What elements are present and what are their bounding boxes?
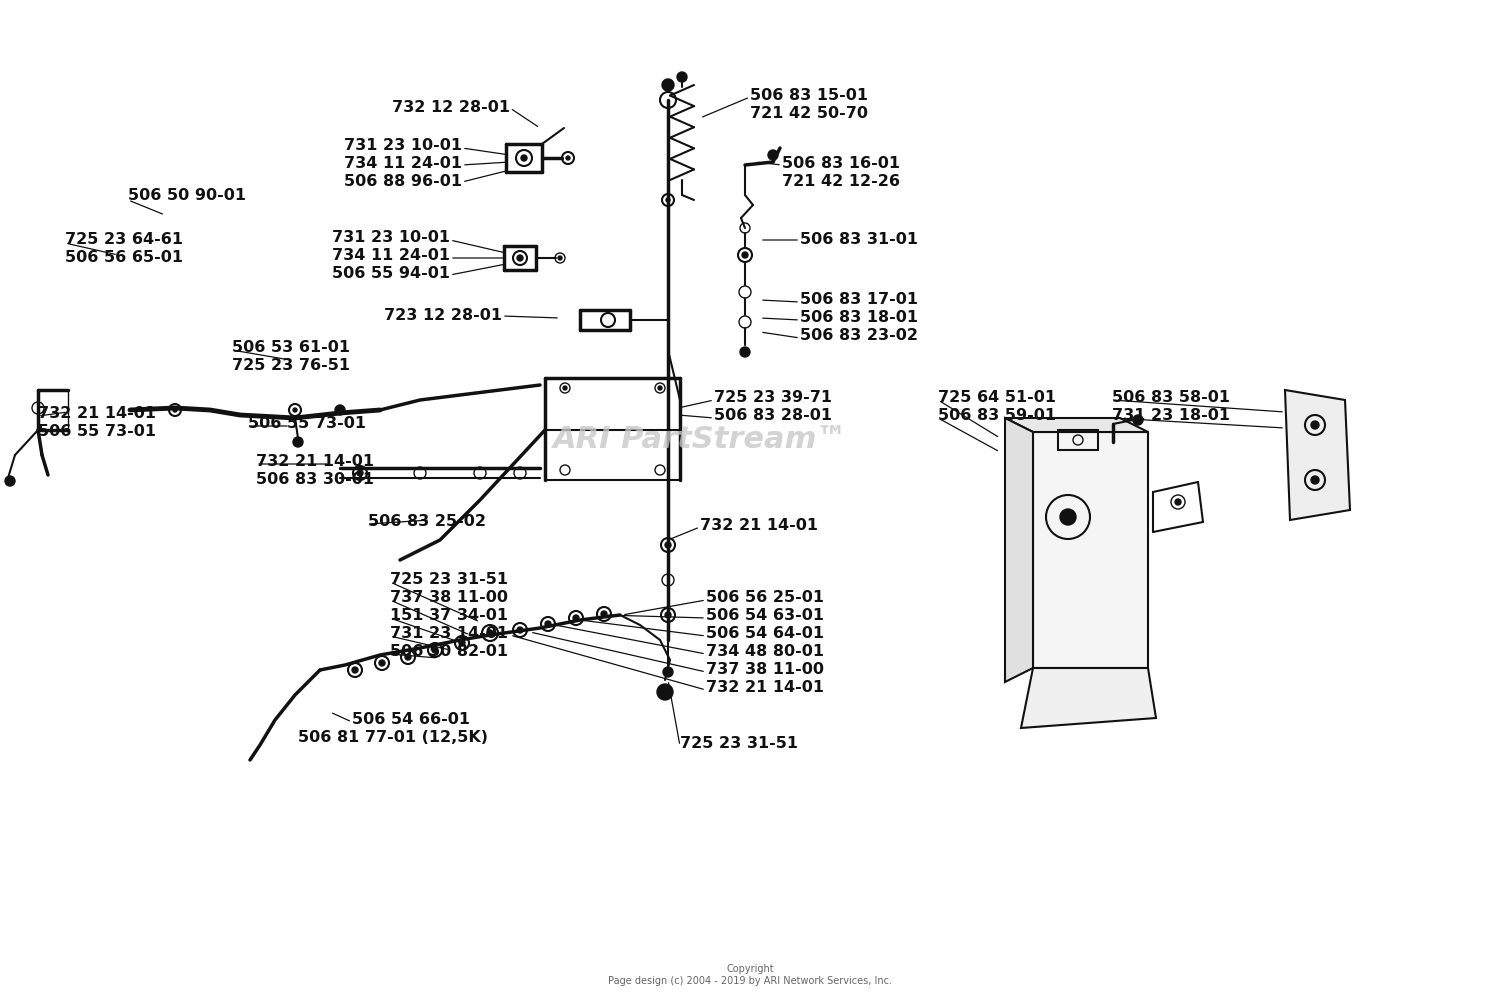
Text: 506 83 58-01: 506 83 58-01 xyxy=(1112,389,1230,404)
Text: 725 23 31-51: 725 23 31-51 xyxy=(390,573,508,588)
Text: 732 21 14-01: 732 21 14-01 xyxy=(38,406,156,421)
Circle shape xyxy=(664,542,670,548)
Text: 506 56 65-01: 506 56 65-01 xyxy=(64,251,183,265)
Circle shape xyxy=(676,72,687,82)
Circle shape xyxy=(357,470,363,476)
Circle shape xyxy=(352,667,358,673)
Polygon shape xyxy=(1286,390,1350,520)
Circle shape xyxy=(459,640,465,646)
Text: 506 54 66-01: 506 54 66-01 xyxy=(352,713,470,728)
Circle shape xyxy=(432,647,438,653)
Text: 506 83 25-02: 506 83 25-02 xyxy=(368,514,486,529)
Circle shape xyxy=(1060,509,1076,525)
Circle shape xyxy=(1132,415,1143,425)
Text: 506 83 17-01: 506 83 17-01 xyxy=(800,292,918,307)
Circle shape xyxy=(657,684,674,700)
Text: 506 83 59-01: 506 83 59-01 xyxy=(938,407,1056,422)
Circle shape xyxy=(566,156,570,160)
Polygon shape xyxy=(1005,418,1148,432)
Circle shape xyxy=(518,255,524,261)
Circle shape xyxy=(663,667,674,677)
Circle shape xyxy=(405,654,411,660)
Polygon shape xyxy=(1034,432,1148,668)
Text: 506 55 94-01: 506 55 94-01 xyxy=(332,265,450,280)
Text: 725 23 76-51: 725 23 76-51 xyxy=(232,359,350,374)
Text: 506 83 28-01: 506 83 28-01 xyxy=(714,407,833,422)
Circle shape xyxy=(666,198,670,202)
Circle shape xyxy=(742,252,748,258)
Text: 723 12 28-01: 723 12 28-01 xyxy=(384,307,502,323)
Circle shape xyxy=(292,437,303,447)
Text: 732 21 14-01: 732 21 14-01 xyxy=(256,455,374,470)
Text: 151 37 34-01: 151 37 34-01 xyxy=(390,609,508,624)
Text: 725 23 31-51: 725 23 31-51 xyxy=(680,737,798,752)
Text: 734 11 24-01: 734 11 24-01 xyxy=(332,248,450,262)
Circle shape xyxy=(380,660,386,666)
Polygon shape xyxy=(1022,668,1156,728)
Circle shape xyxy=(602,611,608,617)
Text: 734 48 80-01: 734 48 80-01 xyxy=(706,644,824,659)
Text: 732 21 14-01: 732 21 14-01 xyxy=(700,517,818,532)
Circle shape xyxy=(544,621,550,627)
Text: 737 38 11-00: 737 38 11-00 xyxy=(390,591,508,606)
Text: 506 50 90-01: 506 50 90-01 xyxy=(128,188,246,204)
Circle shape xyxy=(172,408,177,412)
Circle shape xyxy=(334,405,345,415)
Text: 721 42 12-26: 721 42 12-26 xyxy=(782,173,900,188)
Text: 731 23 10-01: 731 23 10-01 xyxy=(332,230,450,245)
Circle shape xyxy=(292,408,297,412)
Text: 506 83 23-02: 506 83 23-02 xyxy=(800,329,918,344)
Text: 506 54 63-01: 506 54 63-01 xyxy=(706,609,824,624)
Circle shape xyxy=(1311,421,1318,429)
Text: 506 55 73-01: 506 55 73-01 xyxy=(248,416,366,431)
Text: 506 56 25-01: 506 56 25-01 xyxy=(706,591,824,606)
Polygon shape xyxy=(1005,418,1034,682)
Circle shape xyxy=(1311,476,1318,484)
Circle shape xyxy=(518,627,524,633)
Circle shape xyxy=(573,615,579,621)
Text: 734 11 24-01: 734 11 24-01 xyxy=(344,155,462,170)
Circle shape xyxy=(1174,499,1180,505)
Circle shape xyxy=(488,630,494,636)
Text: 731 23 14-01: 731 23 14-01 xyxy=(390,627,508,641)
Text: 506 88 96-01: 506 88 96-01 xyxy=(344,173,462,188)
Circle shape xyxy=(4,476,15,486)
Text: 506 81 77-01 (12,5K): 506 81 77-01 (12,5K) xyxy=(298,731,488,746)
Text: 506 53 61-01: 506 53 61-01 xyxy=(232,341,350,356)
Circle shape xyxy=(664,612,670,618)
Text: 506 83 16-01: 506 83 16-01 xyxy=(782,155,900,170)
Circle shape xyxy=(768,150,778,160)
Text: 506 55 73-01: 506 55 73-01 xyxy=(38,424,156,439)
Circle shape xyxy=(662,79,674,91)
Text: Copyright
Page design (c) 2004 - 2019 by ARI Network Services, Inc.: Copyright Page design (c) 2004 - 2019 by… xyxy=(608,965,892,986)
Text: 721 42 50-70: 721 42 50-70 xyxy=(750,106,868,121)
Text: 725 23 64-61: 725 23 64-61 xyxy=(64,233,183,248)
Circle shape xyxy=(658,386,662,390)
Text: 506 83 15-01: 506 83 15-01 xyxy=(750,88,868,103)
Text: 732 12 28-01: 732 12 28-01 xyxy=(392,101,510,116)
Circle shape xyxy=(558,256,562,260)
Text: 725 23 39-71: 725 23 39-71 xyxy=(714,389,833,404)
Circle shape xyxy=(740,347,750,357)
Circle shape xyxy=(520,155,526,161)
Text: ARI PartStream™: ARI PartStream™ xyxy=(552,425,848,455)
Circle shape xyxy=(562,386,567,390)
Text: 731 23 10-01: 731 23 10-01 xyxy=(344,137,462,152)
Text: 506 54 64-01: 506 54 64-01 xyxy=(706,627,824,641)
Text: 732 21 14-01: 732 21 14-01 xyxy=(706,680,824,696)
Text: 506 83 18-01: 506 83 18-01 xyxy=(800,310,918,326)
Text: 725 64 51-01: 725 64 51-01 xyxy=(938,389,1056,404)
Text: 506 50 82-01: 506 50 82-01 xyxy=(390,644,508,659)
Text: 506 83 31-01: 506 83 31-01 xyxy=(800,232,918,247)
Text: 737 38 11-00: 737 38 11-00 xyxy=(706,662,824,677)
Text: 506 83 30-01: 506 83 30-01 xyxy=(256,473,374,488)
Text: 731 23 18-01: 731 23 18-01 xyxy=(1112,407,1230,422)
